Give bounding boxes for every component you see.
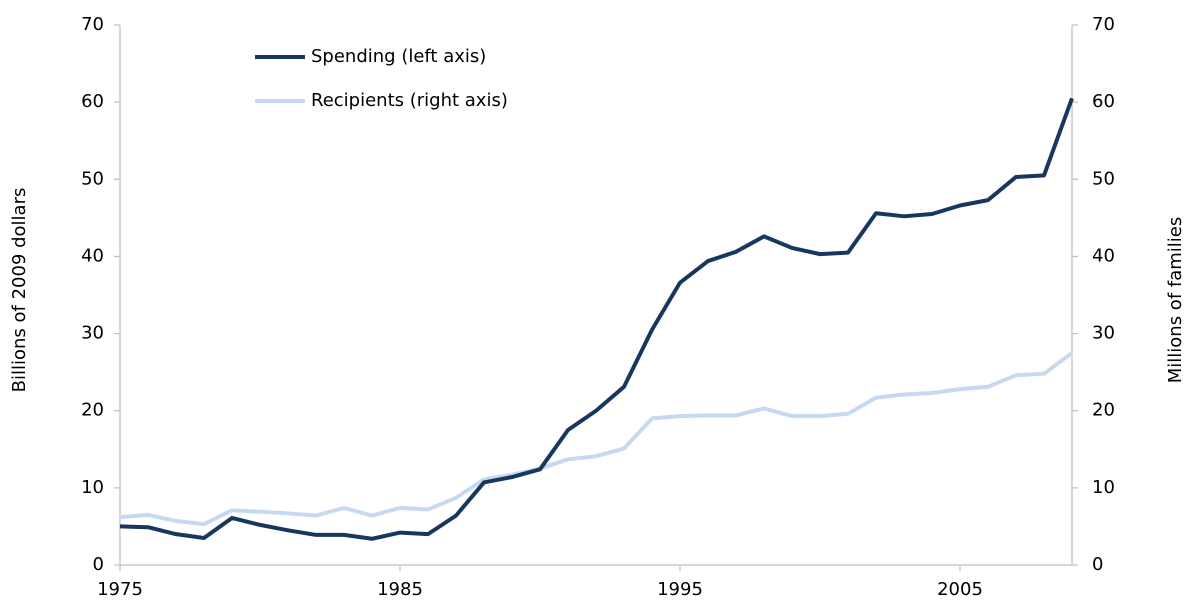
y-tick-label: 0	[93, 554, 104, 575]
y2-tick-label: 20	[1092, 400, 1115, 421]
y-tick-label: 10	[81, 477, 104, 498]
y2-tick-label: 10	[1092, 477, 1115, 498]
series-line	[119, 351, 1074, 527]
y-tick-label: 60	[81, 91, 104, 112]
y2-axis-label: Millions of families	[1165, 217, 1185, 383]
y-tick-label: 40	[81, 245, 104, 266]
y-tick-label: 50	[81, 168, 104, 189]
y-tick-label: 30	[81, 323, 104, 344]
series-line	[119, 97, 1074, 541]
y2-tick-label: 0	[1092, 554, 1103, 575]
y2-tick-label: 60	[1092, 91, 1115, 112]
x-tick-label: 1985	[377, 579, 423, 600]
y2-tick-label: 70	[1092, 14, 1115, 35]
y2-tick-label: 30	[1092, 323, 1115, 344]
y2-tick-label: 40	[1092, 245, 1115, 266]
y-axis-label: Billions of 2009 dollars	[9, 188, 30, 393]
x-tick-label: 1995	[657, 579, 703, 600]
legend-label: Spending (left axis)	[311, 46, 486, 67]
y-tick-label: 70	[81, 14, 104, 35]
x-tick-label: 1975	[97, 579, 143, 600]
x-tick-label: 2005	[937, 579, 983, 600]
y-tick-label: 20	[81, 400, 104, 421]
y2-tick-label: 50	[1092, 168, 1115, 189]
legend-label: Recipients (right axis)	[311, 90, 508, 111]
